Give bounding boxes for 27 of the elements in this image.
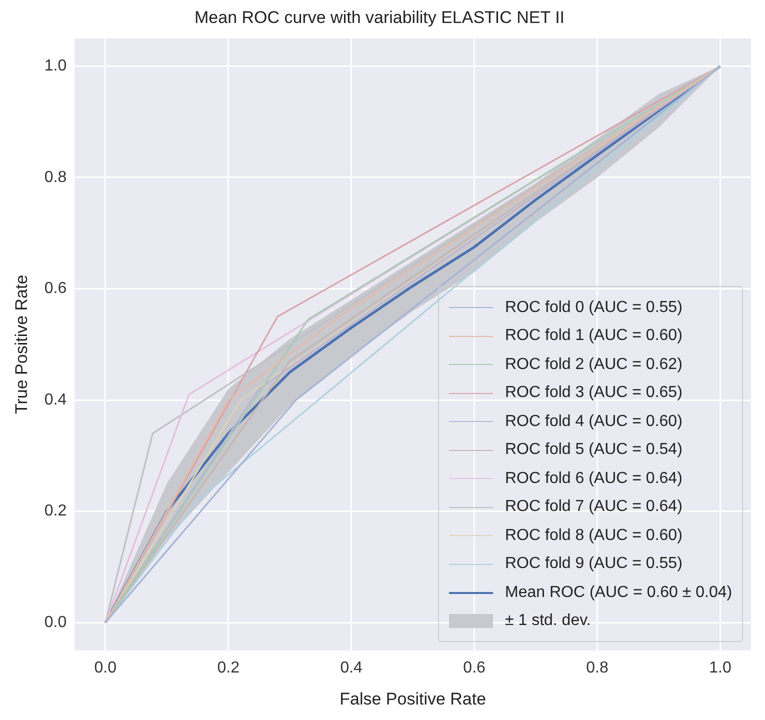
legend-label: ROC fold 4 (AUC = 0.60): [505, 412, 682, 431]
chart-title: Mean ROC curve with variability ELASTIC NET II: [194, 8, 565, 27]
legend-label: ROC fold 0 (AUC = 0.55): [505, 298, 682, 317]
x-axis-title: False Positive Rate: [340, 689, 486, 708]
legend-label: ROC fold 9 (AUC = 0.55): [505, 555, 682, 574]
legend-label: ROC fold 5 (AUC = 0.54): [505, 441, 682, 460]
legend-label: ROC fold 7 (AUC = 0.64): [505, 498, 682, 516]
y-tick-label: 0.2: [44, 502, 67, 520]
y-axis-title: True Positive Rate: [12, 274, 31, 414]
y-tick-label: 0.4: [44, 391, 67, 408]
y-tick-label: 1.0: [44, 58, 67, 75]
y-tick-label: 0.0: [44, 614, 67, 631]
x-tick-label: 0.0: [94, 659, 117, 676]
x-tick-label: 1.0: [709, 659, 732, 676]
x-tick-label: 0.2: [217, 659, 240, 676]
x-tick-label: 0.8: [586, 659, 608, 676]
legend-label: ROC fold 3 (AUC = 0.65): [505, 384, 682, 402]
y-tick-label: 0.8: [44, 168, 67, 186]
annotation: ± 1 std. dev.: [505, 612, 591, 630]
y-tick-label: 0.6: [44, 280, 67, 298]
legend-label: Mean ROC (AUC = 0.60 ± 0.04): [505, 584, 732, 602]
legend-label: ROC fold 6 (AUC = 0.64): [505, 470, 682, 488]
legend-label: ROC fold 1 (AUC = 0.60): [505, 327, 682, 346]
x-tick-label: 0.6: [463, 659, 486, 676]
x-tick-label: 0.4: [340, 659, 363, 676]
legend-label: ROC fold 2 (AUC = 0.62): [505, 356, 682, 374]
legend-label: ROC fold 8 (AUC = 0.60): [505, 526, 682, 545]
